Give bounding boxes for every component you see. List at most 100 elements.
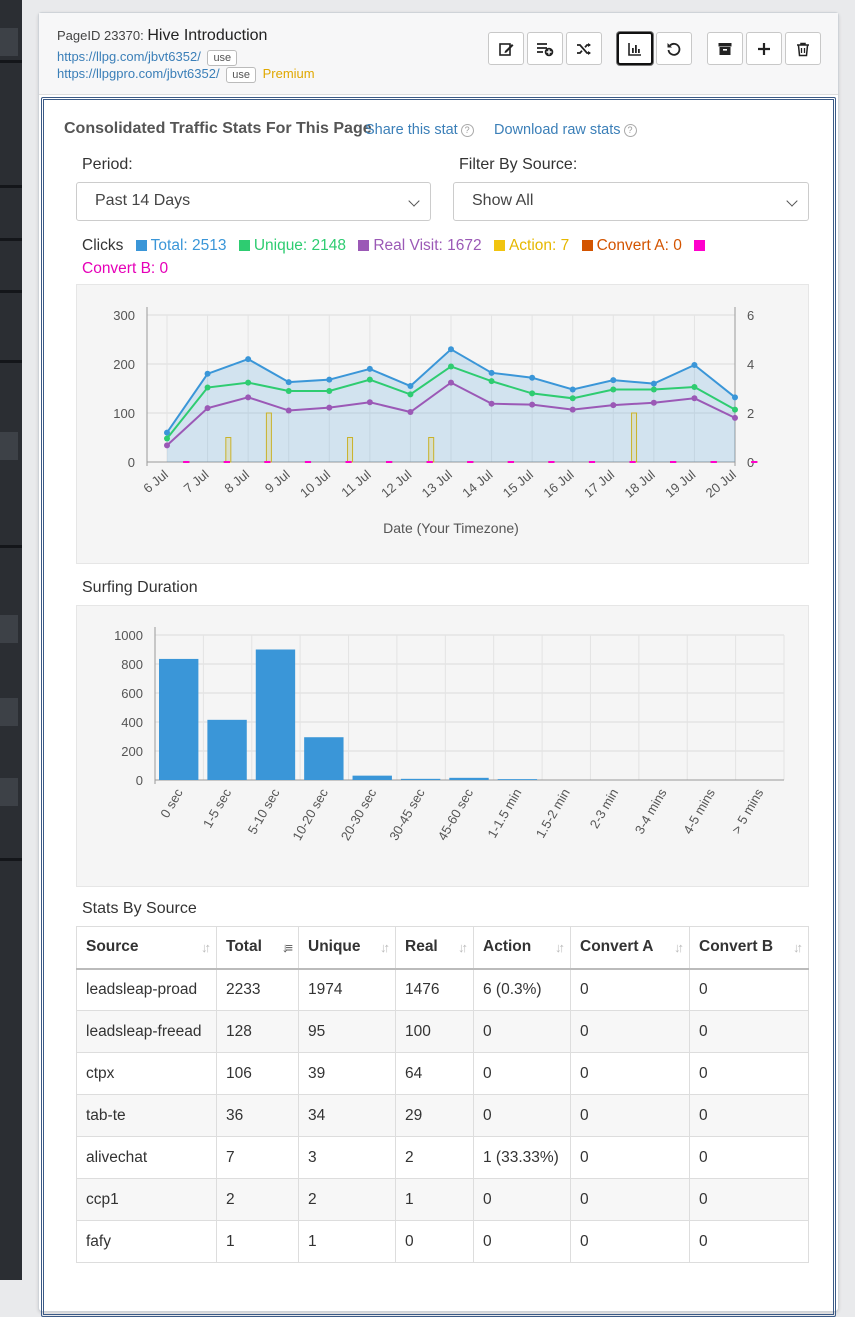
clicks-chart-svg: 300 200 100 0 6 4 2 0 6 Jul 7 Jul 8 Jul 9 Jul 10 Jul…: [113, 307, 758, 536]
column-header-convert-a[interactable]: Convert A ↓↑: [570, 926, 690, 970]
help-icon[interactable]: ?: [460, 124, 474, 137]
column-header-source[interactable]: Source ↓↑: [76, 926, 217, 970]
table-cell: 0: [689, 1052, 809, 1095]
data-point: [448, 346, 454, 353]
data-point: [488, 378, 495, 385]
pro-url-link[interactable]: https://llpgpro.com/jbvt6352/: [57, 66, 220, 81]
legend-swatch: [493, 240, 505, 251]
y-tick-label: 300: [113, 308, 135, 323]
page-header: PageID 23370: Hive Introduction https://…: [39, 13, 838, 95]
table-row: ctpx 106 39 64 0 0 0: [76, 1052, 809, 1095]
source-filter-select[interactable]: Show All: [453, 182, 809, 221]
use-pro-url-button[interactable]: use: [226, 67, 256, 83]
duration-chart-svg: 1000 800 600 400 200 0 0 sec 1-5 sec 5-10 sec 10-…: [114, 627, 785, 843]
table-cell: 7: [216, 1136, 299, 1179]
archive-button[interactable]: [707, 32, 743, 65]
bar-20-30-sec: [352, 775, 392, 780]
data-point: [732, 414, 738, 421]
y-tick-label: 0: [128, 455, 135, 470]
table-cell: 0: [570, 1136, 690, 1179]
table-cell: 0: [689, 1220, 809, 1263]
y2-tick-label: 2: [747, 406, 754, 421]
column-header-action[interactable]: Action ↓↑: [473, 926, 571, 970]
y-tick-label: 200: [113, 357, 135, 372]
sort-icon: ↓↑: [555, 940, 565, 955]
table-row: leadsleap-freead 128 95 100 0 0 0: [76, 1010, 809, 1053]
data-point: [366, 399, 373, 406]
table-cell: 1: [395, 1178, 474, 1221]
url-row-2: https://llpgpro.com/jbvt6352/ use Premiu…: [57, 66, 315, 83]
page-url-link[interactable]: https://llpg.com/jbvt6352/: [57, 49, 201, 64]
table-cell: ccp1: [76, 1178, 217, 1221]
data-point: [245, 356, 252, 363]
table-cell: 0: [570, 1094, 690, 1137]
y-tick-label: 800: [121, 657, 143, 672]
share-stat-link[interactable]: Share this stat?: [365, 122, 474, 138]
legend-item-convert-a[interactable]: Convert A: 0: [574, 237, 682, 254]
column-header-real[interactable]: Real ↓↑: [395, 926, 474, 970]
sidebar-tab[interactable]: [0, 28, 18, 56]
table-cell: 2: [216, 1178, 299, 1221]
sidebar-tab[interactable]: [0, 778, 18, 806]
toolbar-group-3: [707, 32, 824, 65]
table-cell: 0: [473, 1010, 571, 1053]
bar-10-20-sec: [304, 737, 344, 780]
edit-button[interactable]: [488, 32, 524, 65]
download-raw-stats-link[interactable]: Download raw stats?: [494, 122, 637, 138]
premium-badge: Premium: [262, 66, 315, 81]
table-cell: 128: [216, 1010, 299, 1053]
legend-item-real-visit[interactable]: Real Visit: 1672: [350, 237, 482, 254]
table-cell: 36: [216, 1094, 299, 1137]
sidebar-tab[interactable]: [0, 698, 18, 726]
sidebar-tab[interactable]: [0, 615, 18, 643]
y-tick-label: 200: [121, 744, 143, 759]
page-card: PageID 23370: Hive Introduction https://…: [38, 12, 839, 1317]
x-tick-label: 12 Jul: [378, 467, 414, 501]
data-point: [407, 391, 414, 398]
column-header-label: Total: [226, 938, 262, 956]
sort-icon: ↓↑: [458, 940, 468, 955]
sidebar-divider: [0, 858, 22, 861]
surfing-duration-chart: 1000 800 600 400 200 0 0 sec 1-5 sec 5-10 sec 10-…: [76, 605, 809, 887]
table-cell: 0: [689, 1010, 809, 1053]
table-cell: 0: [689, 968, 809, 1011]
period-select[interactable]: Past 14 Days: [76, 182, 431, 221]
table-cell: 1 (33.33%): [473, 1136, 571, 1179]
help-icon[interactable]: ?: [623, 124, 637, 137]
table-cell: 64: [395, 1052, 474, 1095]
table-row: ccp1 2 2 1 0 0 0: [76, 1178, 809, 1221]
legend-item-action[interactable]: Action: 7: [486, 237, 569, 254]
x-tick-label: 19 Jul: [662, 467, 698, 501]
table-cell: 0: [570, 1052, 690, 1095]
column-header-total[interactable]: Total ↓≡: [216, 926, 299, 970]
shuffle-button[interactable]: [566, 32, 602, 65]
sidebar-divider: [0, 360, 22, 363]
x-tick-label: 1.5-2 min: [533, 786, 573, 840]
legend-item-total[interactable]: Total: 2513: [128, 237, 227, 254]
column-header-unique[interactable]: Unique ↓↑: [298, 926, 396, 970]
period-select-value: Past 14 Days: [95, 192, 191, 209]
x-tick-label: 2-3 min: [587, 786, 622, 831]
reset-button[interactable]: [656, 32, 692, 65]
legend-item-unique[interactable]: Unique: 2148: [231, 237, 346, 254]
table-cell: ctpx: [76, 1052, 217, 1095]
toolbar-group-2: [617, 32, 695, 65]
table-cell: 0: [689, 1178, 809, 1221]
legend-label: Convert B: 0: [82, 260, 169, 277]
stats-button[interactable]: [617, 32, 653, 65]
delete-button[interactable]: [785, 32, 821, 65]
add-button[interactable]: [746, 32, 782, 65]
table-cell: 0: [473, 1178, 571, 1221]
use-url-button[interactable]: use: [207, 50, 238, 66]
table-cell: 2: [298, 1178, 396, 1221]
clicks-legend: Clicks Total: 2513 Unique: 2148 Real Vis…: [82, 234, 762, 280]
sidebar-tab[interactable]: [0, 432, 18, 460]
legend-item-convert-b[interactable]: Convert B: 0: [82, 237, 709, 277]
stats-section-title: Consolidated Traffic Stats For This Page: [64, 120, 372, 137]
url-row-1: https://llpg.com/jbvt6352/ use: [57, 49, 238, 66]
data-point: [488, 400, 495, 407]
column-header-convert-b[interactable]: Convert B ↓↑: [689, 926, 809, 970]
surfing-duration-title: Surfing Duration: [82, 579, 198, 596]
add-to-list-button[interactable]: [527, 32, 563, 65]
x-tick-label: 20-30 sec: [338, 786, 380, 843]
